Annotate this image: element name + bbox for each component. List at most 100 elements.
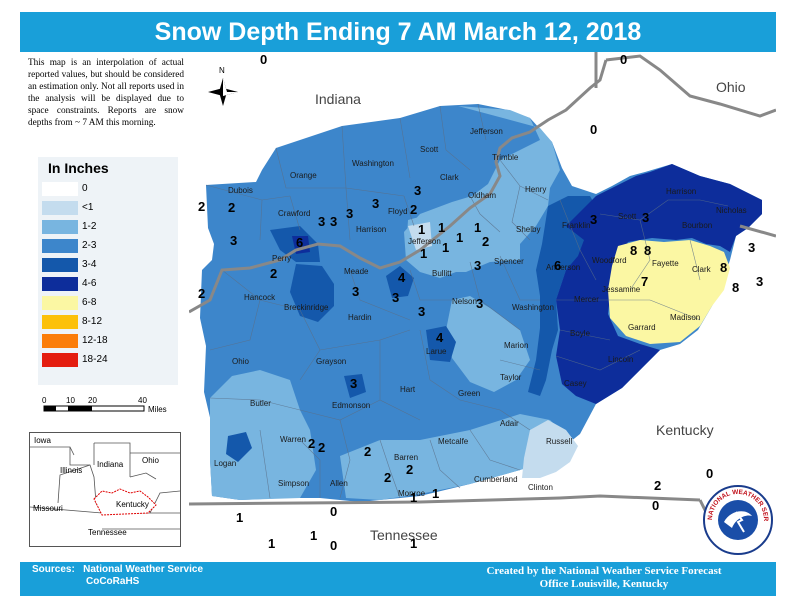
county-label-harrison-in: Harrison (356, 225, 386, 234)
observation-value: 3 (414, 183, 421, 198)
observation-value: 8 (644, 243, 651, 258)
observation-value: 1 (456, 230, 463, 245)
state-label-indiana: Indiana (315, 91, 361, 107)
observation-value: 3 (476, 296, 483, 311)
county-label-scott-ky: Scott (618, 212, 637, 221)
credit-block: Created by the National Weather Service … (444, 565, 764, 591)
county-label-jefferson-ky: Jefferson (408, 237, 441, 246)
observation-value: 2 (406, 462, 413, 477)
legend-item: 3-4 (42, 258, 172, 274)
observation-value: 0 (620, 52, 627, 67)
county-label-henry: Henry (525, 185, 546, 194)
snow-depth-map: Indiana Ohio Kentucky Tennessee N Jeffer… (189, 52, 776, 562)
observation-value: 0 (590, 122, 597, 137)
legend-swatch (42, 296, 78, 310)
county-label-mercer: Mercer (574, 295, 599, 304)
county-label-nicholas: Nicholas (716, 206, 747, 215)
observation-value: 2 (270, 266, 277, 281)
legend-title: In Inches (48, 160, 109, 176)
county-label-marion: Marion (504, 341, 528, 350)
legend-label: 3-4 (82, 259, 97, 270)
observation-value: 2 (228, 200, 235, 215)
observation-value: 0 (330, 538, 337, 553)
county-label-anderson: Anderson (546, 263, 580, 272)
county-label-barren: Barren (394, 453, 418, 462)
legend-item: 2-3 (42, 239, 172, 255)
county-label-lincoln: Lincoln (608, 355, 633, 364)
observation-value: 8 (720, 260, 727, 275)
county-label-perry: Perry (272, 254, 291, 263)
observation-value: 0 (260, 52, 267, 67)
inset-label-tennessee: Tennessee (88, 528, 127, 537)
observation-value: 3 (418, 304, 425, 319)
observation-value: 3 (346, 206, 353, 221)
state-label-ohio: Ohio (716, 79, 746, 95)
county-label-nelson: Nelson (452, 297, 477, 306)
county-label-russell: Russell (546, 437, 572, 446)
locator-inset-map: Iowa Illinois Indiana Ohio Missouri Kent… (29, 432, 181, 547)
county-label-jessamine: Jessamine (602, 285, 641, 294)
observation-value: 2 (364, 444, 371, 459)
county-label-meade: Meade (344, 267, 369, 276)
observation-value: 2 (198, 199, 205, 214)
legend-label: 2-3 (82, 240, 97, 251)
legend-swatch (42, 201, 78, 215)
county-label-breckinridge: Breckinridge (284, 303, 329, 312)
county-label-dubois: Dubois (228, 186, 253, 195)
observation-value: 0 (652, 498, 659, 513)
county-label-allen: Allen (330, 479, 348, 488)
legend-label: 12-18 (82, 335, 108, 346)
sources-block: Sources: National Weather Service CoCoRa… (32, 564, 203, 588)
observation-value: 3 (318, 214, 325, 229)
county-label-monroe: Monroe (398, 489, 426, 498)
observation-value: 8 (630, 243, 637, 258)
county-label-warren: Warren (280, 435, 306, 444)
inset-label-missouri: Missouri (33, 504, 63, 513)
county-label-ohio: Ohio (232, 357, 249, 366)
observation-value: 1 (268, 536, 275, 551)
scale-label-10: 10 (66, 396, 75, 405)
county-label-scott: Scott (420, 145, 439, 154)
observation-value: 2 (654, 478, 661, 493)
observation-value: 2 (308, 436, 315, 451)
source-cocorahs: CoCoRaHS (86, 576, 140, 587)
scale-label-40: 40 (138, 396, 147, 405)
observation-value: 4 (398, 270, 406, 285)
county-label-larue: Larue (426, 347, 447, 356)
county-label-franklin: Franklin (562, 221, 590, 230)
legend-item: 0 (42, 182, 172, 198)
county-label-woodford: Woodford (592, 256, 627, 265)
county-label-spencer: Spencer (494, 257, 524, 266)
north-label: N (219, 66, 225, 75)
observation-value: 3 (590, 212, 597, 227)
observation-value: 4 (436, 330, 444, 345)
county-label-cumberland: Cumberland (474, 475, 518, 484)
legend-item: 8-12 (42, 315, 172, 331)
county-label-jefferson-in: Jefferson (470, 127, 503, 136)
legend-swatch (42, 334, 78, 348)
footer-bar: Sources: National Weather Service CoCoRa… (20, 562, 776, 596)
county-label-boyle: Boyle (570, 329, 591, 338)
legend-swatch (42, 239, 78, 253)
county-label-adair: Adair (500, 419, 519, 428)
observation-value: 1 (474, 220, 481, 235)
county-label-fayette: Fayette (652, 259, 679, 268)
legend-label: 18-24 (82, 354, 108, 365)
state-label-kentucky: Kentucky (656, 422, 714, 438)
scale-label-0: 0 (42, 396, 47, 405)
legend-swatch (42, 315, 78, 329)
inset-label-ohio: Ohio (142, 456, 159, 465)
observation-value: 2 (410, 202, 417, 217)
observation-value: 3 (330, 214, 337, 229)
north-arrow: N (208, 66, 238, 106)
inset-label-indiana: Indiana (97, 460, 124, 469)
county-label-garrard: Garrard (628, 323, 656, 332)
observation-value: 3 (756, 274, 763, 289)
county-label-shelby: Shelby (516, 225, 540, 234)
legend-label: 8-12 (82, 316, 103, 327)
observation-value: 1 (310, 528, 317, 543)
legend-label: 4-6 (82, 278, 97, 289)
observation-value: 2 (198, 286, 205, 301)
observation-value: 3 (392, 290, 399, 305)
